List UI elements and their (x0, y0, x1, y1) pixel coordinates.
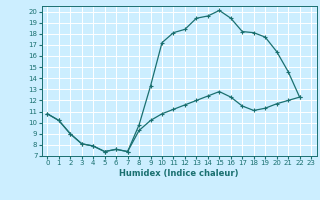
X-axis label: Humidex (Indice chaleur): Humidex (Indice chaleur) (119, 169, 239, 178)
